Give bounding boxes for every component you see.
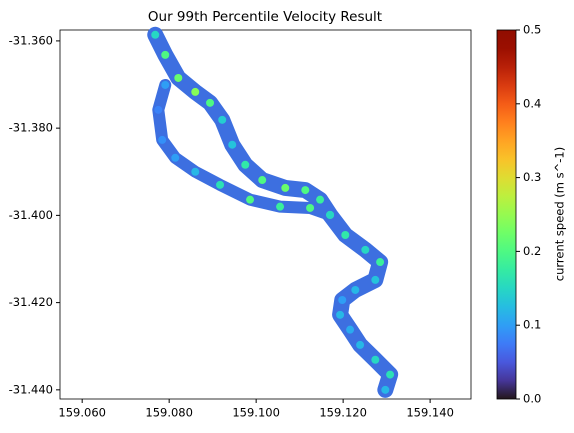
colorbar-tick-label: 0.1 <box>523 318 541 332</box>
velocity-cell <box>371 275 380 284</box>
colorbar-tick-label: 0.3 <box>523 170 541 184</box>
velocity-cell <box>301 186 310 195</box>
plot-frame <box>59 29 472 400</box>
velocity-cell <box>191 87 200 96</box>
velocity-cell <box>158 135 167 144</box>
river-channel <box>147 26 399 398</box>
x-tick-label: 159.100 <box>232 406 280 420</box>
velocity-cell <box>161 50 170 59</box>
velocity-cell <box>258 176 267 185</box>
velocity-cell <box>326 210 335 219</box>
chart-title: Our 99th Percentile Velocity Result <box>148 9 382 25</box>
velocity-cell <box>228 140 237 149</box>
velocity-cell <box>276 202 285 211</box>
x-tick-label: 159.120 <box>319 406 367 420</box>
velocity-cell <box>151 30 160 39</box>
x-tick-label: 159.060 <box>58 406 106 420</box>
velocity-cell <box>356 340 365 349</box>
velocity-cell <box>316 195 325 204</box>
velocity-cell <box>241 160 250 169</box>
velocity-cell <box>216 180 225 189</box>
x-tick-label: 159.140 <box>406 406 454 420</box>
velocity-cell <box>381 385 390 394</box>
y-tick-label: -31.380 <box>9 121 53 135</box>
velocity-cell <box>336 310 345 319</box>
y-tick-label: -31.360 <box>9 33 53 47</box>
colorbar-tick-label: 0.0 <box>523 392 541 406</box>
velocity-cell <box>154 105 163 114</box>
y-tick-label: -31.440 <box>9 382 53 396</box>
velocity-cell <box>351 285 360 294</box>
colorbar-tick-label: 0.5 <box>523 23 541 37</box>
velocity-cell <box>341 231 350 239</box>
velocity-cell <box>206 98 215 107</box>
velocity-cell <box>338 295 347 304</box>
velocity-cell <box>246 195 255 204</box>
river-channel <box>152 78 337 221</box>
colorbar-tick-label: 0.4 <box>523 96 541 110</box>
velocity-cell <box>386 370 395 379</box>
colorbar-tick-label: 0.2 <box>523 244 541 258</box>
velocity-cell <box>361 245 370 254</box>
velocity-cell <box>218 115 227 124</box>
velocity-cell <box>161 80 170 89</box>
velocity-cell <box>191 167 200 176</box>
velocity-cell <box>306 203 315 212</box>
velocity-cell <box>174 73 183 82</box>
velocity-cell <box>376 258 385 267</box>
colorbar <box>496 29 517 400</box>
velocity-cell <box>281 183 290 192</box>
velocity-cell <box>371 355 380 364</box>
colorbar-label: current speed (m s^-1) <box>553 147 567 281</box>
y-tick-label: -31.400 <box>9 208 53 222</box>
velocity-cell <box>171 153 180 162</box>
velocity-cell <box>346 325 355 334</box>
x-tick-label: 159.080 <box>145 406 193 420</box>
y-tick-label: -31.420 <box>9 295 53 309</box>
